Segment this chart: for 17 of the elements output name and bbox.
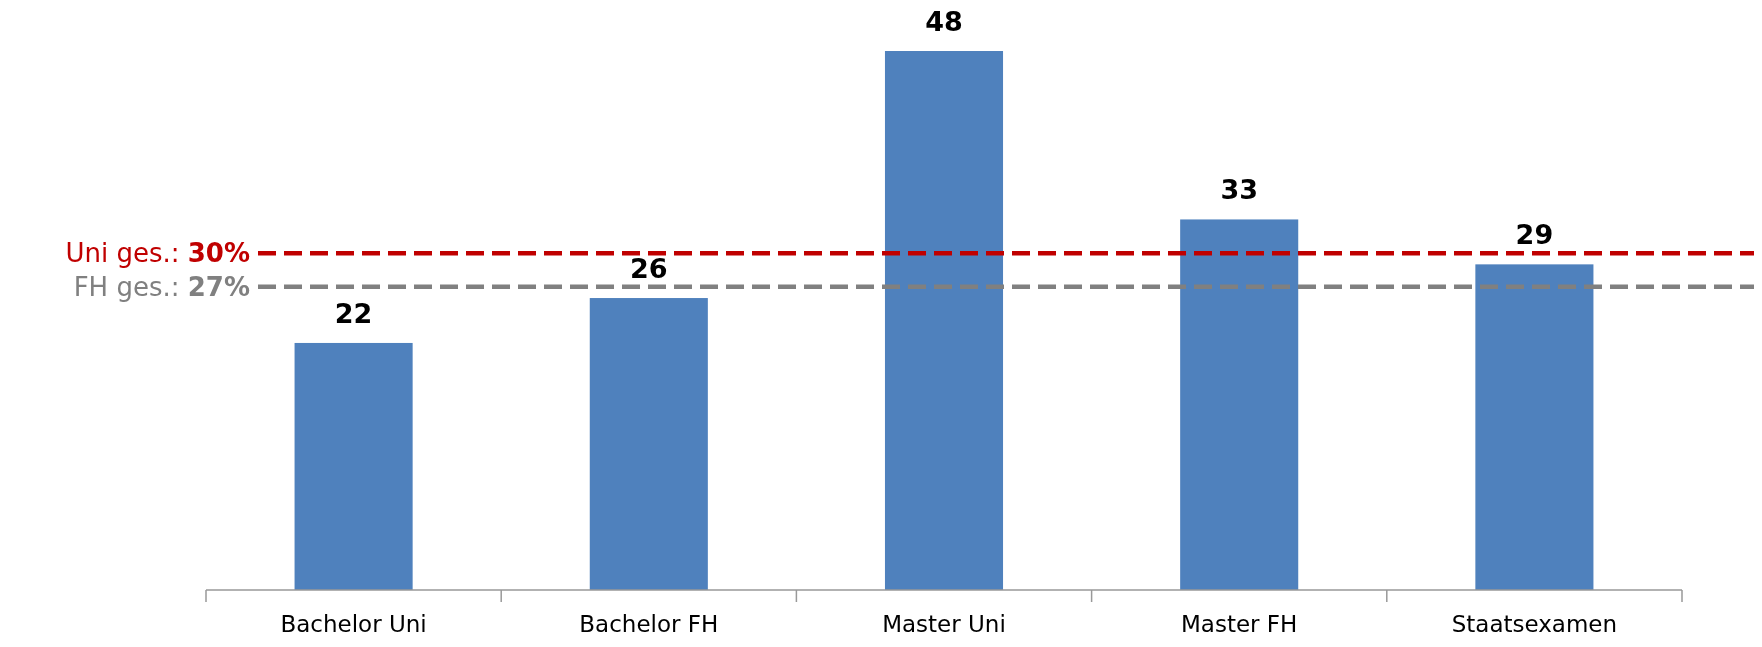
x-tick-label: Master FH [1181,611,1298,637]
data-label: 33 [1220,174,1258,206]
x-tick-label: Bachelor Uni [280,611,427,637]
data-label: 48 [925,6,963,37]
ref-line-label: Uni ges.: 30% [65,238,250,269]
data-label: 29 [1515,219,1554,251]
bar [884,51,1004,590]
bar [1180,219,1299,590]
x-tick-label: Bachelor FH [579,611,719,637]
bar [1475,264,1594,590]
bar [294,342,413,590]
x-tick-label: Staatsexamen [1451,611,1618,637]
data-label: 22 [334,297,373,329]
x-tick-label: Master Uni [882,611,1006,637]
ref-line-label: FH ges.: 27% [73,271,250,302]
bar [589,298,708,590]
data-label: 26 [630,253,668,285]
